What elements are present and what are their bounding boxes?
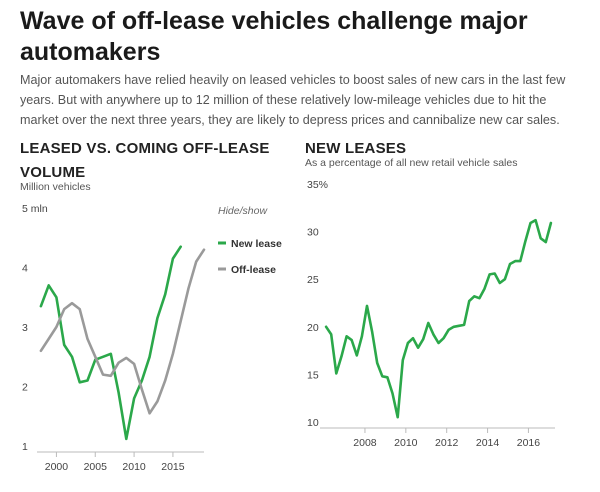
left-chart-title: LEASED VS. COMING OFF-LEASE VOLUME xyxy=(20,140,270,181)
left-chart-ytick-label: 5 mln xyxy=(22,203,48,215)
left-chart-ytick-label: 1 xyxy=(22,441,28,453)
left-chart-series-off-lease xyxy=(39,248,206,415)
left-chart-xtick-label: 2000 xyxy=(45,461,69,473)
right-chart-xtick-label: 2014 xyxy=(476,437,500,449)
right-chart-subtitle: As a percentage of all new retail vehicl… xyxy=(305,157,518,169)
left-chart-ytick-label: 2 xyxy=(22,382,28,394)
left-chart-xtick-label: 2010 xyxy=(122,461,146,473)
headline: Wave of off-lease vehicles challenge maj… xyxy=(20,7,528,66)
left-chart-ylabel: Million vehicles xyxy=(20,181,91,193)
right-chart-ytick-label: 35% xyxy=(307,179,328,191)
left-chart-series-new-lease xyxy=(39,245,182,441)
right-chart-ytick-label: 30 xyxy=(307,227,319,239)
right-chart-ytick-label: 20 xyxy=(307,322,319,334)
left-chart-xtick-label: 2015 xyxy=(161,461,185,473)
right-chart-xtick-label: 2008 xyxy=(353,437,377,449)
right-chart-ytick-label: 15 xyxy=(307,369,319,381)
right-chart-xtick-label: 2016 xyxy=(517,437,541,449)
dek-paragraph: Major automakers have relied heavily on … xyxy=(20,73,566,127)
right-chart-title: NEW LEASES xyxy=(305,140,407,157)
hide-show-toggle[interactable]: Hide/show xyxy=(218,205,268,217)
right-chart-xtick-label: 2012 xyxy=(435,437,459,449)
left-chart-xtick-label: 2005 xyxy=(84,461,108,473)
legend-off-lease-label: Off-lease xyxy=(231,264,276,276)
right-chart-ytick-label: 10 xyxy=(307,417,319,429)
left-chart-ytick-label: 3 xyxy=(22,322,28,334)
right-chart-ytick-label: 25 xyxy=(307,274,319,286)
left-chart-ytick-label: 4 xyxy=(22,263,28,275)
right-chart-xtick-label: 2010 xyxy=(394,437,418,449)
legend-new-lease-label: New lease xyxy=(231,238,282,250)
right-chart-series-new-leases xyxy=(324,218,553,419)
